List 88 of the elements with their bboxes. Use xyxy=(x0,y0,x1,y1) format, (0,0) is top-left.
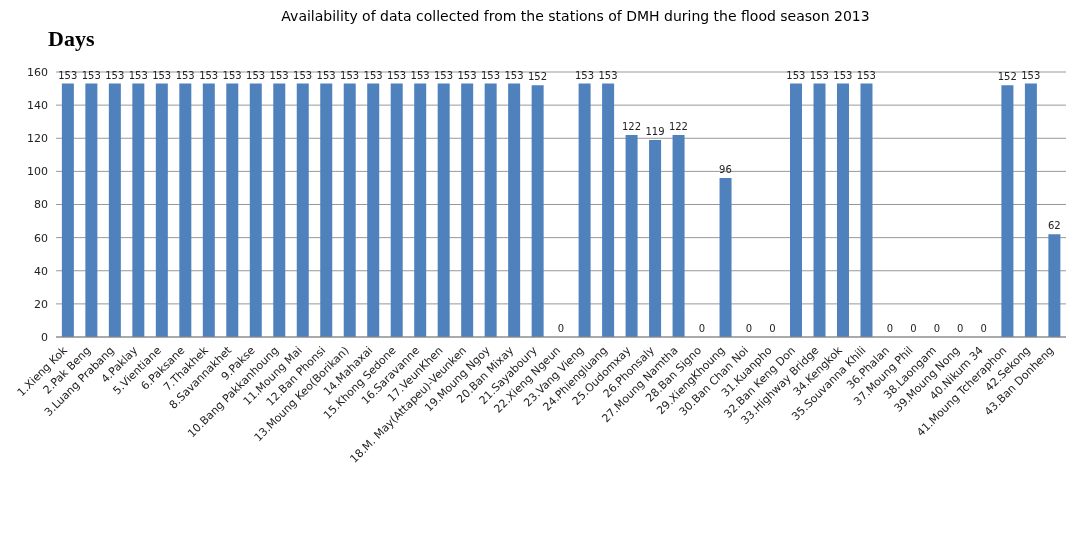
data-label: 0 xyxy=(957,323,964,334)
data-label: 153 xyxy=(410,69,430,81)
bar xyxy=(672,134,685,337)
data-label: 153 xyxy=(81,69,101,81)
bar xyxy=(85,83,98,337)
data-label: 153 xyxy=(340,69,360,81)
data-label: 153 xyxy=(105,69,125,81)
data-label: 153 xyxy=(856,69,876,81)
bar xyxy=(320,83,333,337)
bar xyxy=(132,83,145,337)
data-label: 119 xyxy=(645,125,665,137)
data-label: 153 xyxy=(222,69,242,81)
y-tick-label: 120 xyxy=(27,132,48,146)
data-label: 153 xyxy=(434,69,454,81)
data-label: 153 xyxy=(58,69,78,81)
bar xyxy=(836,83,849,337)
bar xyxy=(437,83,450,337)
data-label: 153 xyxy=(809,69,829,81)
bar xyxy=(719,178,732,337)
bar xyxy=(461,83,474,337)
data-label: 153 xyxy=(316,69,336,81)
data-label: 153 xyxy=(598,69,618,81)
bar xyxy=(296,83,309,337)
data-label: 153 xyxy=(269,69,289,81)
data-label: 0 xyxy=(910,323,917,334)
data-label: 122 xyxy=(621,120,642,132)
bar xyxy=(61,83,74,337)
bar xyxy=(367,83,380,337)
y-tick-label: 40 xyxy=(34,264,48,278)
bar xyxy=(249,83,262,337)
y-tick-label: 0 xyxy=(41,330,48,344)
data-label: 153 xyxy=(786,69,806,81)
data-label: 62 xyxy=(1047,220,1061,232)
bar xyxy=(179,83,192,337)
bar xyxy=(414,83,427,337)
bar xyxy=(1001,85,1014,337)
bar xyxy=(790,83,803,337)
bar xyxy=(1048,234,1061,337)
data-label: 152 xyxy=(997,71,1017,83)
data-label: 153 xyxy=(199,69,219,81)
data-label: 153 xyxy=(128,69,148,81)
bar xyxy=(226,83,239,337)
bar xyxy=(625,134,638,337)
y-axis-title: Days xyxy=(48,26,96,52)
bar xyxy=(155,83,168,337)
bar xyxy=(484,83,497,337)
y-tick-label: 140 xyxy=(27,99,48,113)
data-label: 153 xyxy=(833,69,853,81)
data-label: 0 xyxy=(698,323,706,334)
data-label: 96 xyxy=(719,164,732,175)
bar xyxy=(578,83,591,337)
data-label: 0 xyxy=(769,323,776,334)
data-label: 0 xyxy=(980,323,987,334)
bar xyxy=(508,83,521,337)
data-label: 153 xyxy=(175,69,195,81)
bar xyxy=(108,83,121,337)
data-label: 0 xyxy=(557,323,565,334)
y-tick-label: 80 xyxy=(34,198,48,212)
bar xyxy=(273,83,286,337)
data-label: 122 xyxy=(668,120,688,132)
data-label: 153 xyxy=(246,69,266,81)
data-label: 152 xyxy=(527,71,548,83)
data-label: 153 xyxy=(480,69,501,81)
y-tick-label: 20 xyxy=(34,297,48,311)
data-label: 153 xyxy=(293,69,313,81)
data-label: 0 xyxy=(933,323,940,334)
y-tick-label: 60 xyxy=(34,231,48,245)
bar xyxy=(860,83,873,337)
data-label: 153 xyxy=(574,69,595,81)
bar xyxy=(1024,83,1037,337)
bar xyxy=(602,83,615,337)
data-label: 0 xyxy=(745,323,753,334)
bar xyxy=(813,83,826,337)
bar xyxy=(202,83,215,337)
data-label: 153 xyxy=(1021,69,1041,81)
bar xyxy=(343,83,356,337)
data-label: 0 xyxy=(886,323,894,334)
data-label: 153 xyxy=(152,69,172,81)
chart-title: Availability of data collected from the stations of DMH during the flood season 2013 xyxy=(280,8,871,24)
bar xyxy=(390,83,403,337)
data-label: 153 xyxy=(363,69,383,81)
bar xyxy=(649,139,662,337)
y-tick-label: 100 xyxy=(27,165,48,179)
y-tick-label: 160 xyxy=(27,65,48,79)
data-label: 153 xyxy=(387,69,407,81)
data-label: 153 xyxy=(457,69,477,81)
bar xyxy=(531,85,544,337)
data-label: 153 xyxy=(504,69,524,81)
